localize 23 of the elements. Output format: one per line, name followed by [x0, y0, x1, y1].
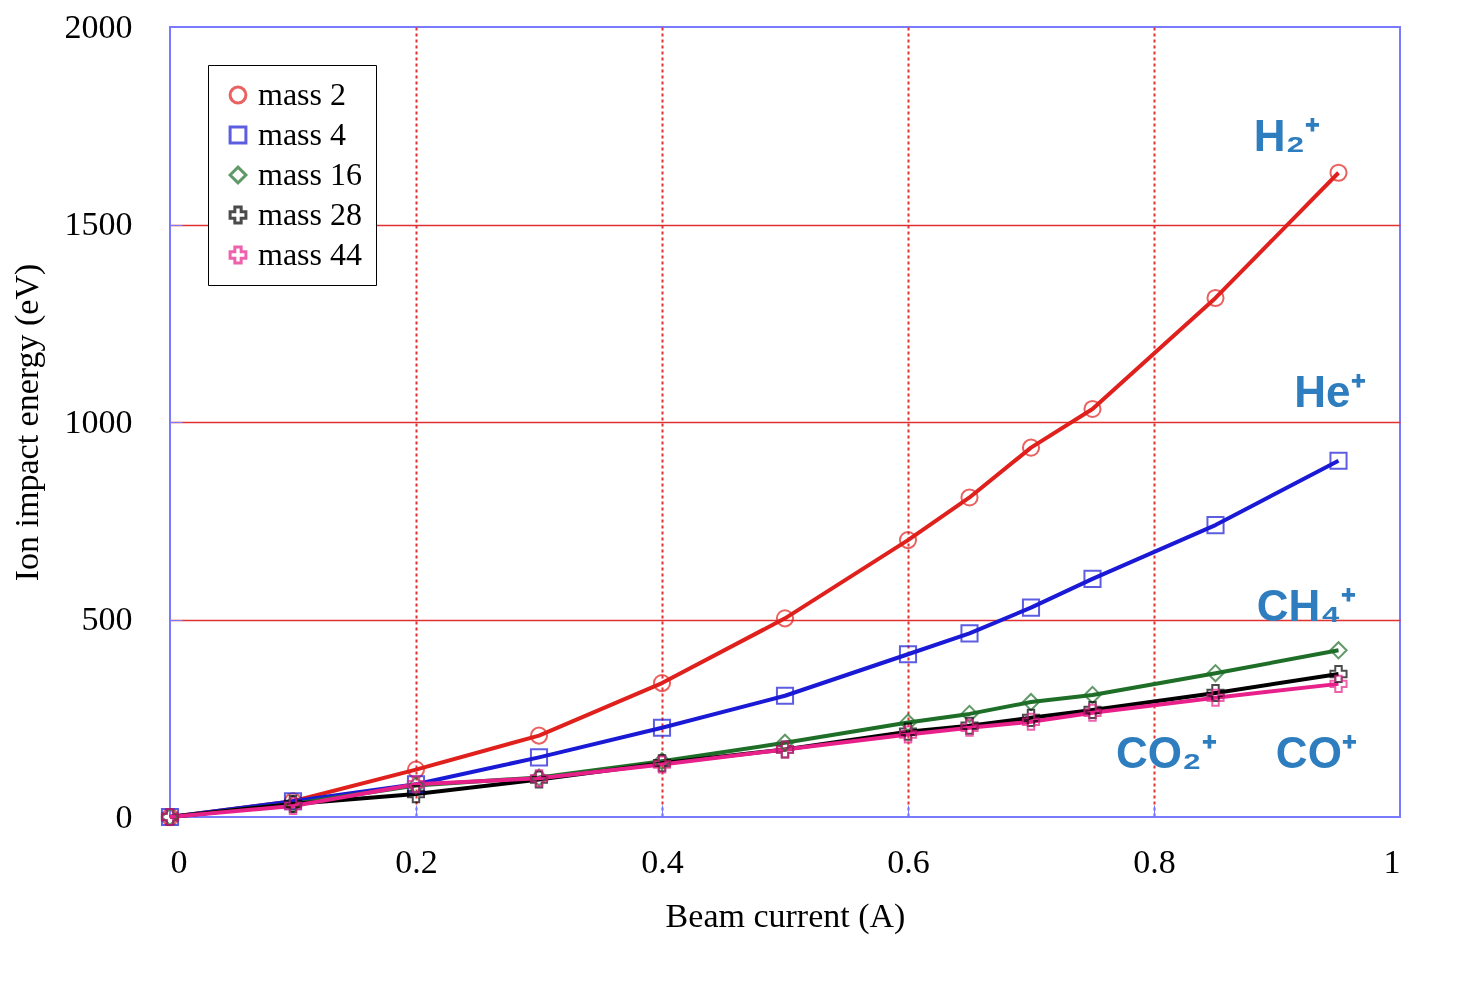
- y-tick-label: 1000: [64, 402, 133, 440]
- annotation: H₂⁺: [1253, 110, 1320, 160]
- legend-label: mass 4: [258, 116, 346, 152]
- legend-label: mass 16: [258, 156, 362, 192]
- annotation: He⁺: [1294, 367, 1366, 417]
- y-tick-label: 500: [81, 600, 133, 637]
- x-tick-label: 0.2: [395, 842, 438, 880]
- annotation: CO⁺: [1275, 727, 1357, 777]
- x-tick-label: 1: [1383, 842, 1401, 880]
- x-tick-label: 0.6: [887, 842, 930, 880]
- x-tick-label: 0.8: [1133, 842, 1176, 880]
- legend-label: mass 2: [258, 76, 346, 112]
- x-axis-title: Beam current (A): [665, 896, 906, 935]
- annotation: CO₂⁺: [1116, 727, 1217, 777]
- legend-label: mass 44: [258, 236, 362, 272]
- annotation: CH₄⁺: [1256, 581, 1357, 631]
- x-tick-label: 0.4: [641, 842, 684, 880]
- x-tick-label: 0: [170, 842, 188, 880]
- legend-label: mass 28: [258, 196, 362, 232]
- y-axis-title: Ion impact energy (eV): [7, 263, 46, 582]
- y-tick-label: 1500: [64, 205, 133, 242]
- y-tick-label: 2000: [64, 7, 133, 45]
- y-tick-label: 0: [115, 797, 133, 835]
